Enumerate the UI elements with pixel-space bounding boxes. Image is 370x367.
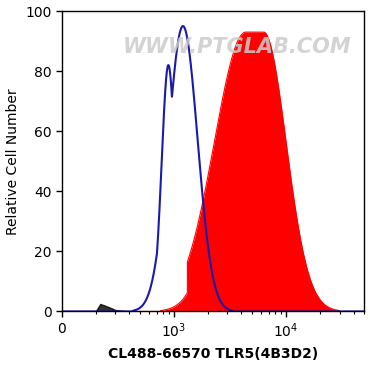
X-axis label: CL488-66570 TLR5(4B3D2): CL488-66570 TLR5(4B3D2) [108,348,318,361]
Text: WWW.PTGLAB.COM: WWW.PTGLAB.COM [123,37,352,57]
Y-axis label: Relative Cell Number: Relative Cell Number [6,88,20,235]
